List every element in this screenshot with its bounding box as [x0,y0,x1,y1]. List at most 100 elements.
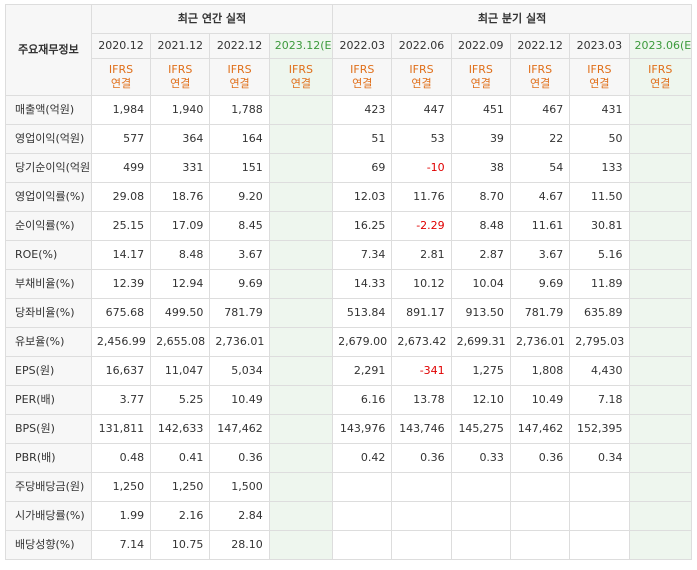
value-cell: 16,637 [90,356,152,386]
value-cell: 145,275 [450,414,511,444]
value-cell: 2.84 [209,501,270,531]
value-cell: 5.25 [150,385,211,415]
value-cell: 2,795.03 [569,327,630,357]
value-cell: 10.12 [391,269,452,299]
value-cell [450,530,511,560]
value-cell: 331 [150,153,211,183]
value-cell: 143,746 [391,414,452,444]
value-cell [332,501,393,531]
period-header: 2022.06 [391,33,452,59]
value-cell: 2,736.01 [509,327,571,357]
row-label: 순이익률(%) [5,211,92,241]
value-cell [628,414,692,444]
row-label: BPS(원) [5,414,92,444]
value-cell [509,501,571,531]
value-cell: 2,291 [332,356,393,386]
value-cell: 499.50 [150,298,211,328]
row-label: 유보율(%) [5,327,92,357]
value-cell: 3.67 [509,240,571,270]
value-cell: 3.67 [209,240,270,270]
value-cell: 8.70 [450,182,511,212]
value-cell: 2,679.00 [332,327,393,357]
value-cell: 30.81 [569,211,630,241]
row-label: 배당성향(%) [5,530,92,560]
value-cell: 1.99 [90,501,152,531]
value-cell [268,385,334,415]
value-cell: 10.49 [209,385,270,415]
value-cell: 11,047 [150,356,211,386]
value-cell: 38 [450,153,511,183]
financial-summary-table: 주요재무정보 최근 연간 실적 최근 분기 실적 2020.12 2021.12 2… [5,4,692,560]
value-cell: 7.18 [569,385,630,415]
ifrs-consolidated-label: IFRS 연결 [509,58,571,96]
value-cell [268,443,334,473]
value-cell: 1,500 [209,472,270,502]
value-cell: 3.77 [90,385,152,415]
value-cell [628,327,692,357]
value-cell: 1,250 [150,472,211,502]
value-cell: 781.79 [209,298,270,328]
value-cell [628,385,692,415]
value-cell: 133 [569,153,630,183]
value-cell: 5.16 [569,240,630,270]
value-cell: 6.16 [332,385,393,415]
value-cell [332,530,393,560]
ifrs-label-line2: 연결 [170,77,191,90]
value-cell [628,501,692,531]
row-label: PBR(배) [5,443,92,473]
value-cell [268,95,334,125]
value-cell: 8.45 [209,211,270,241]
value-cell: 4,430 [569,356,630,386]
annual-section-title: 최근 연간 실적 [90,4,334,34]
ifrs-label-line2: 연결 [650,77,671,90]
ifrs-label-line1: IFRS [168,63,193,76]
ifrs-consolidated-label: IFRS 연결 [332,58,393,96]
value-cell [268,182,334,212]
value-cell: 10.49 [509,385,571,415]
value-cell: 164 [209,124,270,154]
row-label: 영업이익(억원) [5,124,92,154]
value-cell: 142,633 [150,414,211,444]
table-row: BPS(원) 131,811 142,633 147,462 143,976 143,74… [5,414,692,444]
value-cell: 513.84 [332,298,393,328]
value-cell: 5,034 [209,356,270,386]
ifrs-label-line2: 연결 [470,77,491,90]
value-cell: 431 [569,95,630,125]
value-cell [628,356,692,386]
value-cell: 10.04 [450,269,511,299]
value-cell [569,530,630,560]
table-row: 당좌비율(%) 675.68 499.50 781.79 513.84 891.17 913… [5,298,692,328]
period-header: 2023.06(E) [628,33,692,59]
ifrs-consolidated-label: IFRS 연결 [268,58,334,96]
table-row: 당기순이익(억원) 499 331 151 69 -10 38 54 133 [5,153,692,183]
ifrs-consolidated-label: IFRS 연결 [90,58,152,96]
value-cell: 499 [90,153,152,183]
value-cell: -10 [391,153,452,183]
row-label: 시가배당률(%) [5,501,92,531]
value-cell: 9.69 [209,269,270,299]
value-cell [569,472,630,502]
row-label: 영업이익률(%) [5,182,92,212]
value-cell [628,472,692,502]
value-cell: 1,788 [209,95,270,125]
value-cell [628,153,692,183]
ifrs-label-line2: 연결 [290,77,312,90]
value-cell [628,530,692,560]
value-cell: 0.48 [90,443,152,473]
value-cell: -2.29 [391,211,452,241]
value-cell: 11.89 [569,269,630,299]
value-cell: 151 [209,153,270,183]
value-cell: 781.79 [509,298,571,328]
value-cell: 9.20 [209,182,270,212]
row-label: 부채비율(%) [5,269,92,299]
period-header: 2023.12(E) [268,33,334,59]
value-cell: 11.76 [391,182,452,212]
value-cell [569,501,630,531]
value-cell: 8.48 [450,211,511,241]
ifrs-label-line1: IFRS [527,63,553,76]
table-row: 주당배당금(원) 1,250 1,250 1,500 [5,472,692,502]
value-cell: 16.25 [332,211,393,241]
value-cell [268,356,334,386]
value-cell: 0.42 [332,443,393,473]
row-label: 당기순이익(억원) [5,153,92,183]
